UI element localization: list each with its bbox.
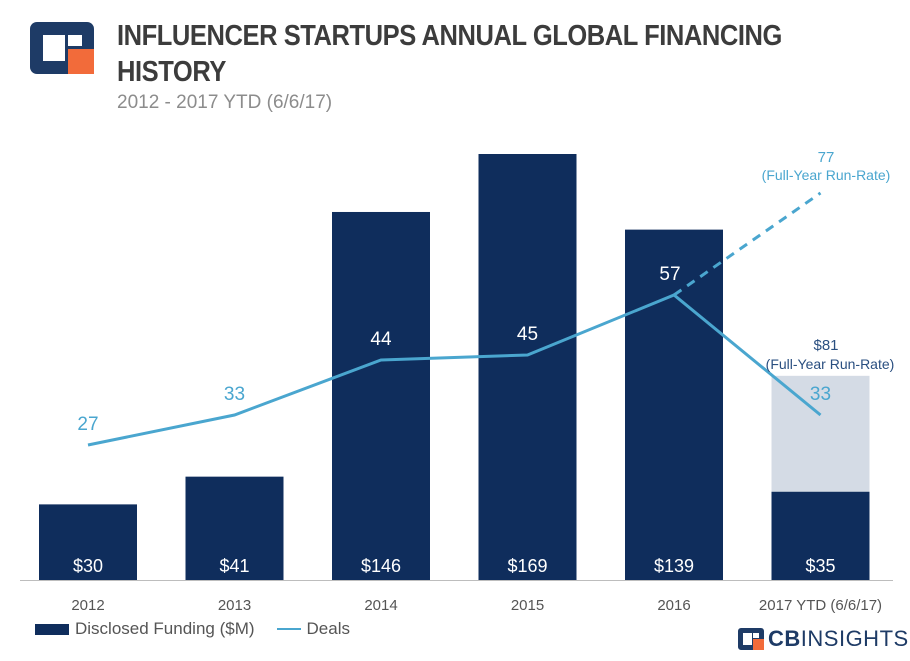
bar-2012 xyxy=(39,504,137,580)
x-tick-label: 2015 xyxy=(511,597,544,614)
legend-deals-label: Deals xyxy=(306,619,350,638)
deals-point-label: 57 xyxy=(659,264,680,285)
bar-label: $35 xyxy=(805,556,835,576)
funding-runrate-value: $81 xyxy=(813,337,838,354)
legend-deals-swatch xyxy=(276,628,301,630)
deals-point-label: 33 xyxy=(224,384,245,405)
bar-2016 xyxy=(625,229,723,580)
x-tick-label: 2012 xyxy=(71,597,104,614)
deals-line xyxy=(87,293,822,447)
deals-point-label: 44 xyxy=(370,329,392,350)
chart-title: INFLUENCER STARTUPS ANNUAL GLOBAL FINANC… xyxy=(117,20,782,88)
legend-funding-swatch xyxy=(35,623,69,635)
cb-insights-logo xyxy=(30,22,94,74)
bar-label: $146 xyxy=(361,556,401,576)
deals-point-label: 45 xyxy=(517,324,538,345)
bar-2017 YTD (6/6/17) xyxy=(771,491,870,580)
deals-point-label: 33 xyxy=(810,384,831,405)
bar-label: $30 xyxy=(73,556,103,576)
bar-2014 xyxy=(332,211,430,581)
brand-name: CBINSIGHTS xyxy=(768,626,909,651)
deals-runrate-value: 77 xyxy=(818,149,835,166)
chart-subtitle: 2012 - 2017 YTD (6/6/17) xyxy=(117,92,333,113)
x-tick-label: 2013 xyxy=(218,597,251,614)
funding-runrate-note: (Full-Year Run-Rate) xyxy=(766,356,895,372)
cb-brand-icon xyxy=(738,628,764,650)
cb-insights-brand: CBINSIGHTS xyxy=(738,625,909,653)
bar-2013 xyxy=(185,476,284,580)
x-tick-label: 2016 xyxy=(657,597,690,614)
deals-point-label: 27 xyxy=(77,414,98,435)
deals-runrate-note: (Full-Year Run-Rate) xyxy=(762,167,891,183)
legend-funding-label: Disclosed Funding ($M) xyxy=(75,619,255,638)
x-tick-label: 2014 xyxy=(364,597,397,614)
deals-runrate-line xyxy=(673,191,822,297)
x-tick-label: 2017 YTD (6/6/17) xyxy=(759,597,882,614)
legend: Disclosed Funding ($M) Deals xyxy=(35,619,350,639)
bar-label: $169 xyxy=(507,556,547,576)
bar-label: $139 xyxy=(654,556,694,576)
bar-2015 xyxy=(478,154,577,580)
bar-label: $41 xyxy=(219,556,249,576)
